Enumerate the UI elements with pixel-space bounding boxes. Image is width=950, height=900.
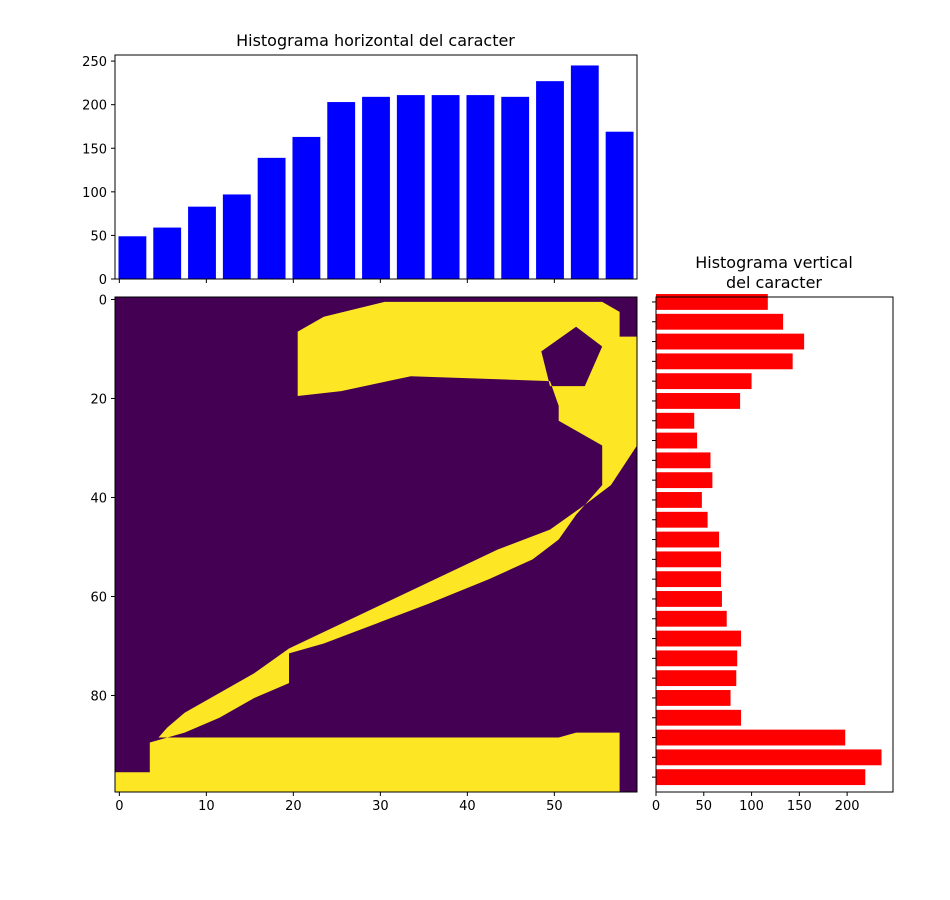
y-tick-label: 20 bbox=[90, 392, 107, 407]
vertical-histogram-bar bbox=[656, 492, 702, 508]
vertical-histogram-bar bbox=[656, 511, 708, 528]
x-tick-label: 30 bbox=[372, 799, 389, 814]
horizontal-histogram-bar bbox=[118, 236, 147, 279]
vertical-histogram-bar bbox=[656, 294, 768, 310]
y-tick-label: 0 bbox=[99, 293, 107, 308]
horizontal-histogram-frame bbox=[114, 54, 638, 280]
y-tick-label: 0 bbox=[99, 273, 107, 288]
vertical-histogram-bar bbox=[656, 432, 698, 449]
x-tick-label: 50 bbox=[546, 799, 563, 814]
horizontal-histogram-bar bbox=[153, 227, 182, 279]
x-tick-label: 10 bbox=[198, 799, 215, 814]
vertical-histogram-bar bbox=[656, 769, 866, 786]
horizontal-histogram-bar bbox=[396, 95, 425, 279]
vertical-histogram-bar bbox=[656, 531, 720, 548]
vertical-histogram-bars bbox=[656, 294, 882, 786]
vertical-histogram-bar bbox=[656, 670, 737, 687]
x-tick-label: 200 bbox=[835, 799, 860, 814]
x-tick-label: 0 bbox=[652, 799, 660, 814]
horizontal-histogram-x-ticks bbox=[118, 279, 555, 283]
horizontal-histogram-bar bbox=[431, 95, 460, 279]
horizontal-histogram-bar bbox=[362, 96, 390, 279]
vertical-histogram-bar bbox=[656, 412, 695, 429]
y-tick-label: 100 bbox=[82, 186, 107, 201]
vertical-histogram-panel: Histograma vertical del caracter 0 50 100 15… bbox=[652, 253, 894, 814]
y-tick-label: 60 bbox=[90, 590, 107, 605]
horizontal-histogram-bar bbox=[327, 102, 356, 279]
x-tick-label: 20 bbox=[285, 799, 302, 814]
vertical-histogram-bar bbox=[656, 551, 721, 568]
character-image-frame bbox=[114, 296, 638, 793]
vertical-histogram-y-ticks bbox=[652, 301, 656, 778]
vertical-histogram-title-line: del caracter bbox=[726, 273, 822, 292]
x-tick-label: 40 bbox=[459, 799, 476, 814]
horizontal-histogram-bar bbox=[257, 157, 286, 279]
horizontal-histogram-bar bbox=[222, 194, 251, 279]
vertical-histogram-bar bbox=[656, 610, 727, 627]
y-tick-label: 150 bbox=[82, 142, 107, 157]
horizontal-histogram-panel: Histograma horizontal del caracter 0 50 10… bbox=[82, 31, 638, 288]
vertical-histogram-frame bbox=[655, 296, 894, 793]
vertical-histogram-title: Histograma vertical del caracter bbox=[695, 253, 853, 292]
character-image-panel: 0 10 20 30 40 50 0 20 40 60 80 bbox=[90, 293, 638, 814]
vertical-histogram-bar bbox=[656, 353, 793, 370]
vertical-histogram-x-ticks: 0 50 100 150 200 bbox=[652, 792, 860, 814]
y-tick-label: 200 bbox=[82, 99, 107, 114]
vertical-histogram-bar bbox=[656, 690, 731, 706]
vertical-histogram-bar bbox=[656, 571, 721, 588]
vertical-histogram-bar bbox=[656, 313, 784, 330]
x-tick-label: 100 bbox=[739, 799, 764, 814]
vertical-histogram-bar bbox=[656, 729, 846, 746]
vertical-histogram-title-line: Histograma vertical bbox=[695, 253, 853, 272]
horizontal-histogram-bar bbox=[605, 131, 634, 279]
vertical-histogram-bar bbox=[656, 709, 742, 726]
y-tick-label: 250 bbox=[82, 55, 107, 70]
vertical-histogram-bar bbox=[656, 591, 722, 607]
y-tick-label: 50 bbox=[90, 229, 107, 244]
image-x-ticks: 0 10 20 30 40 50 bbox=[115, 792, 563, 814]
horizontal-histogram-bar bbox=[188, 206, 216, 279]
vertical-histogram-bar bbox=[656, 373, 752, 390]
y-tick-label: 80 bbox=[90, 689, 107, 704]
x-tick-label: 150 bbox=[787, 799, 812, 814]
horizontal-histogram-bar bbox=[466, 95, 495, 279]
horizontal-histogram-bar bbox=[501, 96, 530, 279]
vertical-histogram-bar bbox=[656, 452, 711, 469]
horizontal-histogram-bar bbox=[536, 81, 564, 279]
horizontal-histogram-title: Histograma horizontal del caracter bbox=[236, 31, 515, 50]
y-tick-label: 40 bbox=[90, 491, 107, 506]
vertical-histogram-bar bbox=[656, 650, 738, 667]
vertical-histogram-bar bbox=[656, 630, 742, 647]
horizontal-histogram-bar bbox=[570, 65, 599, 280]
vertical-histogram-bar bbox=[656, 333, 805, 350]
vertical-histogram-bar bbox=[656, 393, 741, 409]
digit-stroke bbox=[115, 301, 637, 792]
image-y-ticks: 0 20 40 60 80 bbox=[90, 293, 115, 704]
vertical-histogram-bar bbox=[656, 749, 882, 766]
x-tick-label: 0 bbox=[115, 799, 123, 814]
horizontal-histogram-bars bbox=[118, 65, 634, 280]
vertical-histogram-bar bbox=[656, 472, 713, 489]
x-tick-label: 50 bbox=[696, 799, 713, 814]
horizontal-histogram-y-ticks: 0 50 100 150 200 250 bbox=[82, 55, 115, 288]
horizontal-histogram-bar bbox=[292, 136, 321, 279]
